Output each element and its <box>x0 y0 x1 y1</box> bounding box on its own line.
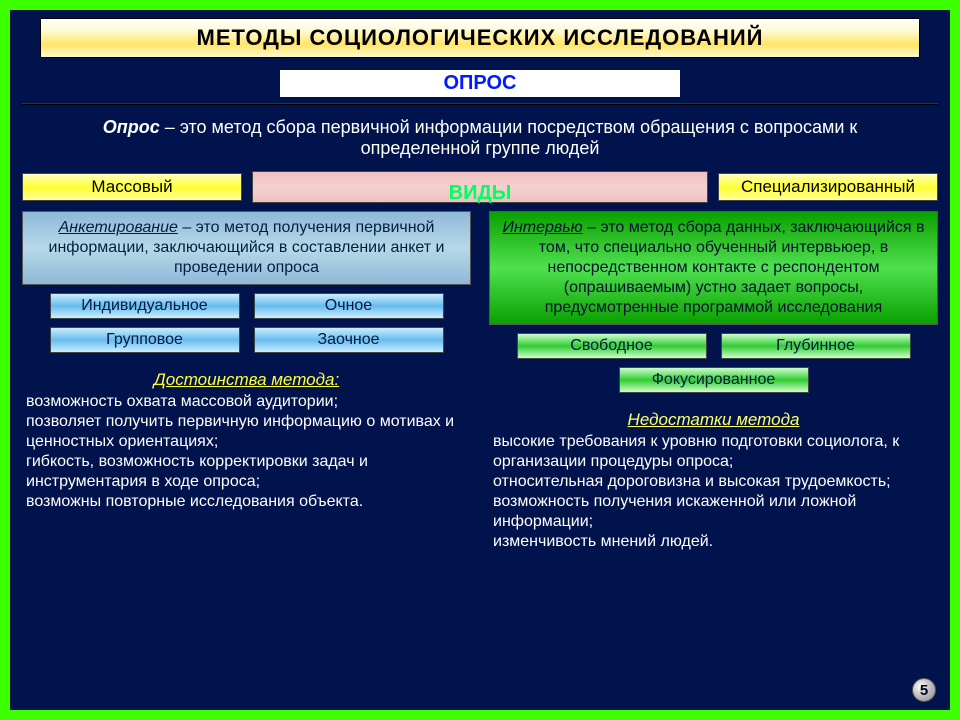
kinds-band: ВИДЫ <box>252 171 708 203</box>
demerits-items: высокие требования к уровню подготовки с… <box>489 432 938 552</box>
definition-term: Опрос <box>103 117 160 137</box>
anketa-term: Анкетирование <box>59 219 178 236</box>
left-column: Анкетирование – это метод получения перв… <box>22 211 471 552</box>
kinds-label: ВИДЫ <box>449 182 512 204</box>
chip-free: Свободное <box>517 333 707 359</box>
anketa-chips-row2: Групповое Заочное <box>22 327 471 353</box>
definition-text: – это метод сбора первичной информации п… <box>160 117 858 158</box>
slide-number-badge: 5 <box>912 678 936 702</box>
anketa-definition: Анкетирование – это метод получения перв… <box>22 211 471 285</box>
demerits-title: Недостатки метода <box>489 409 938 430</box>
chip-ochno: Очное <box>254 293 444 319</box>
anketa-chips-row1: Индивидуальное Очное <box>22 293 471 319</box>
chip-zaochno: Заочное <box>254 327 444 353</box>
merits-items: возможность охвата массовой аудитории; п… <box>22 392 471 512</box>
divider <box>22 103 938 105</box>
two-columns: Анкетирование – это метод получения перв… <box>22 211 938 552</box>
demerits-block: Недостатки метода высокие требования к у… <box>489 409 938 552</box>
interview-definition: Интервью – это метод сбора данных, заклю… <box>489 211 938 325</box>
kind-mass: Массовый <box>22 173 242 201</box>
interview-text: – это метод сбора данных, заключающийся … <box>539 219 925 316</box>
kinds-row: Массовый ВИДЫ Специализированный <box>22 171 938 203</box>
merits-block: Достоинства метода: возможность охвата м… <box>22 369 471 512</box>
merits-title: Достоинства метода: <box>22 369 471 390</box>
chip-deep: Глубинное <box>721 333 911 359</box>
interview-chips-row2: Фокусированное <box>489 367 938 393</box>
main-definition: Опрос – это метод сбора первичной информ… <box>22 113 938 167</box>
chip-individual: Индивидуальное <box>50 293 240 319</box>
interview-chips-row1: Свободное Глубинное <box>489 333 938 359</box>
chip-group: Групповое <box>50 327 240 353</box>
sub-banner-label: ОПРОС <box>443 72 516 94</box>
right-column: Интервью – это метод сбора данных, заклю… <box>489 211 938 552</box>
interview-term: Интервью <box>503 219 583 236</box>
sub-banner: ОПРОС <box>280 70 680 97</box>
slide-title: МЕТОДЫ СОЦИОЛОГИЧЕСКИХ ИССЛЕДОВАНИЙ <box>40 18 919 58</box>
kind-special: Специализированный <box>718 173 938 201</box>
chip-focused: Фокусированное <box>619 367 809 393</box>
slide-container: МЕТОДЫ СОЦИОЛОГИЧЕСКИХ ИССЛЕДОВАНИЙ ОПРО… <box>0 0 960 720</box>
